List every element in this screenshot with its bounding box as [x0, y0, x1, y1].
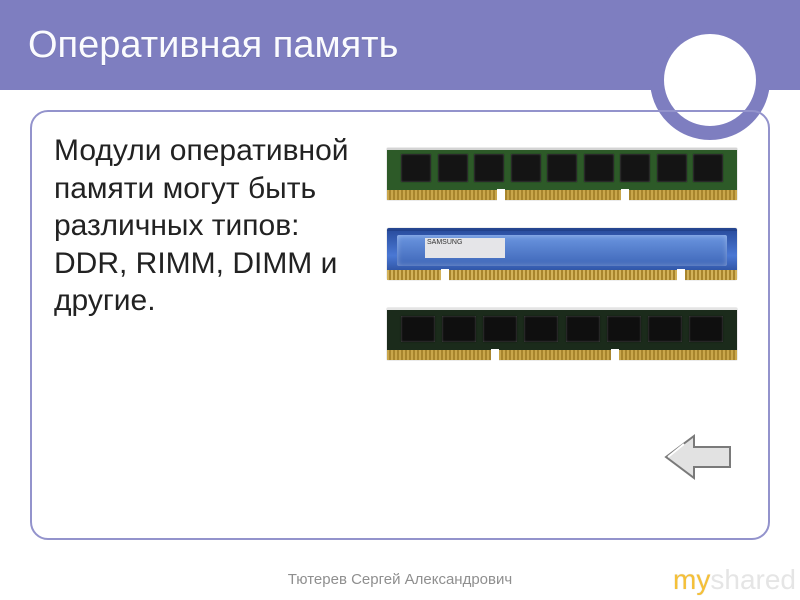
- slide-title: Оперативная память: [28, 24, 398, 67]
- back-arrow-icon[interactable]: [664, 432, 732, 482]
- watermark-mid: my: [673, 564, 710, 595]
- ram-image-column: SAMSUNG: [378, 132, 746, 360]
- ram-label: SAMSUNG: [425, 238, 505, 258]
- content-frame: Модули оперативной памяти могут быть раз…: [30, 110, 770, 540]
- ram-module-ddr: [387, 148, 737, 200]
- watermark: myshared: [673, 564, 796, 596]
- watermark-post: shared: [710, 564, 796, 595]
- ram-module-dimm: [387, 308, 737, 360]
- body-text: Модули оперативной памяти могут быть раз…: [54, 132, 354, 320]
- ram-module-rimm: SAMSUNG: [387, 228, 737, 280]
- content-row: Модули оперативной памяти могут быть раз…: [54, 132, 746, 518]
